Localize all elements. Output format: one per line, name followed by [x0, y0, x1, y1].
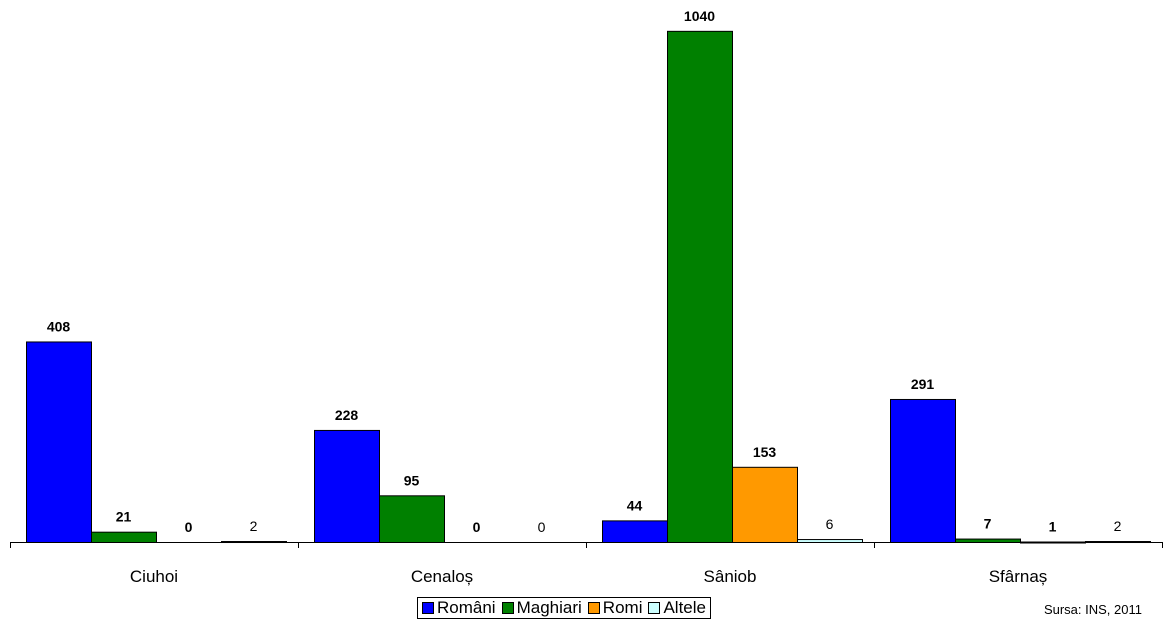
category-label: Cenaloș: [411, 567, 473, 586]
bar-chart: 408 21 0 2 228 95 0 0 44 1040 153 6 291 7 1 2 Ciuhoi Cen…: [10, 8, 1163, 586]
data-label: 21: [116, 509, 132, 525]
legend-item-romi: Romi: [587, 598, 643, 618]
data-label: 2: [1114, 518, 1122, 534]
bar-romi-2: [732, 466, 798, 543]
data-label: 0: [473, 519, 481, 535]
category-label: Ciuhoi: [130, 567, 178, 586]
legend-label-altele: Altele: [663, 598, 706, 617]
data-label: 291: [911, 376, 935, 392]
legend-label-romani: Români: [437, 598, 496, 617]
data-label: 0: [538, 519, 546, 535]
data-label: 6: [826, 516, 834, 532]
data-label: 153: [753, 444, 777, 460]
legend-label-maghiari: Maghiari: [516, 598, 582, 617]
data-label: 408: [47, 318, 71, 334]
category-label: Sfârnaș: [989, 567, 1048, 586]
data-label: 1: [1049, 519, 1057, 535]
bar-romni-1: [314, 429, 380, 543]
bar-maghiari-3: [955, 538, 1021, 544]
legend-swatch-altele: [648, 602, 661, 614]
bar-altele-3: [1085, 541, 1151, 544]
data-label: 0: [185, 519, 193, 535]
legend-swatch-maghiari: [501, 602, 514, 614]
legend-label-romi: Romi: [602, 598, 643, 617]
bars-group: [26, 30, 1151, 544]
data-label: 95: [404, 472, 420, 488]
legend-swatch-romani: [422, 602, 434, 614]
category-label: Sâniob: [704, 567, 757, 586]
bar-maghiari-1: [379, 495, 445, 544]
data-labels-group: 408 21 0 2 228 95 0 0 44 1040 153 6 291 7 1 2: [47, 8, 1122, 535]
bar-maghiari-2: [667, 30, 733, 543]
bar-altele-2: [797, 539, 863, 544]
bar-romni-0: [26, 341, 92, 543]
bar-romni-3: [890, 398, 956, 544]
data-label: 1040: [684, 8, 715, 24]
legend-item-altele: Altele: [648, 598, 706, 618]
bar-romni-2: [602, 520, 668, 544]
category-labels-group: Ciuhoi Cenaloș Sâniob Sfârnaș: [130, 567, 1047, 586]
data-label: 7: [984, 516, 992, 532]
legend-item-maghiari: Maghiari: [501, 598, 582, 618]
legend-swatch-romi: [587, 602, 600, 614]
bar-maghiari-0: [91, 531, 157, 543]
data-label: 228: [335, 407, 359, 423]
data-label: 44: [627, 497, 643, 513]
bar-altele-0: [221, 541, 287, 544]
bar-romi-3: [1020, 541, 1086, 544]
data-label: 2: [250, 518, 258, 534]
source-note: Sursa: INS, 2011: [1043, 602, 1142, 617]
chart-legend: Români Maghiari Romi Altele: [417, 597, 711, 619]
legend-item-romani: Români: [422, 598, 496, 618]
